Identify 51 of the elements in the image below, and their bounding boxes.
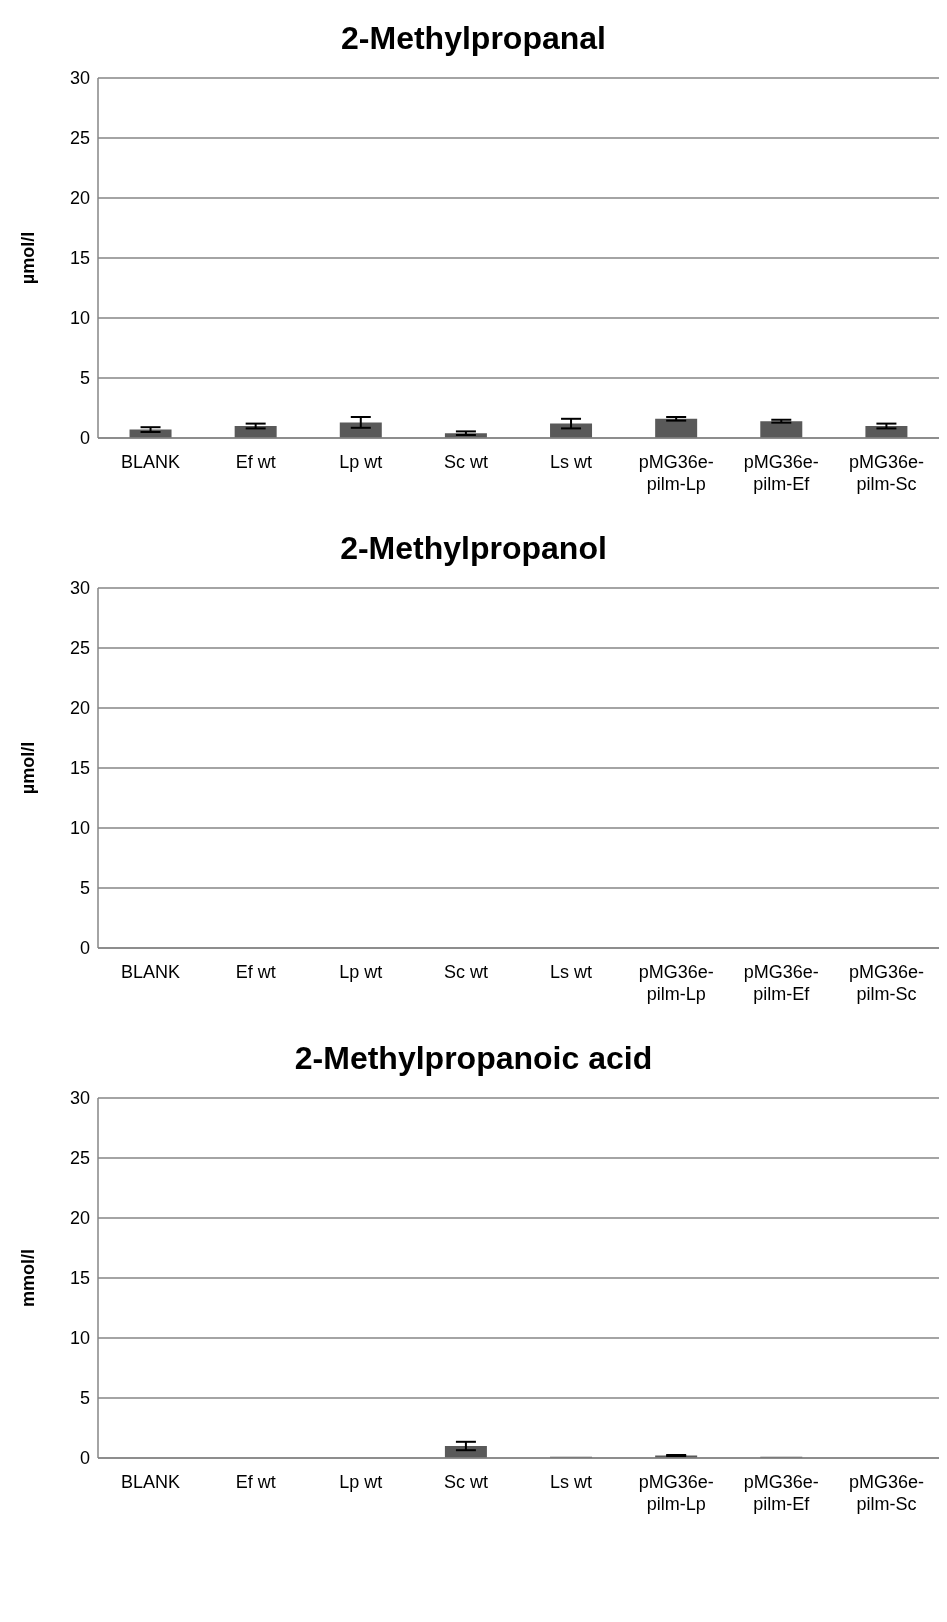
y-tick-label: 10	[69, 1328, 90, 1349]
x-tick-label: Lp wt	[339, 452, 383, 472]
x-tick-label: pMG36e-pilm-Sc	[848, 452, 924, 494]
x-tick-label: Lp wt	[339, 962, 383, 982]
y-tick-label: 0	[79, 938, 90, 959]
y-tick-label: 20	[69, 698, 90, 719]
x-tick-label: Ls wt	[550, 1472, 593, 1492]
x-tick-label: Ls wt	[550, 962, 593, 982]
x-tick-label: Ls wt	[550, 452, 593, 472]
y-tick-label: 5	[79, 1388, 90, 1409]
y-tick-label: 30	[69, 1088, 90, 1109]
y-axis-title: mmol/l	[18, 1248, 39, 1308]
y-axis-title: µmol/l	[18, 231, 39, 285]
x-tick-label: Ef wt	[235, 1472, 276, 1492]
y-axis-title: µmol/l	[18, 741, 39, 795]
x-tick-label: Lp wt	[339, 1472, 383, 1492]
y-tick-label: 25	[69, 638, 90, 659]
y-tick-label: 15	[69, 758, 90, 779]
x-tick-label: BLANK	[121, 962, 181, 982]
x-tick-label: pMG36e-pilm-Lp	[638, 1472, 714, 1514]
x-tick-label: pMG36e-pilm-Sc	[848, 1472, 924, 1514]
x-tick-label: pMG36e-pilm-Ef	[743, 962, 819, 1004]
y-tick-label: 30	[69, 578, 90, 599]
x-tick-label: Sc wt	[443, 1472, 488, 1492]
chart-title: 2-Methylpropanol	[339, 529, 608, 568]
y-tick-label: 15	[69, 248, 90, 269]
y-tick-label: 20	[69, 1208, 90, 1229]
x-tick-label: pMG36e-pilm-Ef	[743, 1472, 819, 1514]
y-tick-label: 25	[69, 1148, 90, 1169]
x-tick-label: BLANK	[121, 1472, 181, 1492]
x-tick-label: pMG36e-pilm-Ef	[743, 452, 819, 494]
x-tick-label: BLANK	[121, 452, 181, 472]
chart-title: 2-Methylpropanal	[340, 19, 607, 58]
x-tick-label: Sc wt	[443, 962, 488, 982]
y-tick-label: 5	[79, 368, 90, 389]
y-tick-label: 0	[79, 1448, 90, 1469]
x-tick-label: pMG36e-pilm-Sc	[848, 962, 924, 1004]
y-tick-label: 15	[69, 1268, 90, 1289]
x-tick-label: pMG36e-pilm-Lp	[638, 452, 714, 494]
y-tick-label: 20	[69, 188, 90, 209]
y-tick-label: 30	[69, 68, 90, 89]
y-tick-label: 0	[79, 428, 90, 449]
y-tick-label: 5	[79, 878, 90, 899]
y-tick-label: 25	[69, 128, 90, 149]
y-tick-label: 10	[69, 308, 90, 329]
x-tick-label: Ef wt	[235, 452, 276, 472]
chart-title: 2-Methylpropanoic acid	[293, 1039, 654, 1078]
x-tick-label: pMG36e-pilm-Lp	[638, 962, 714, 1004]
x-tick-label: Sc wt	[443, 452, 488, 472]
x-tick-label: Ef wt	[235, 962, 276, 982]
y-tick-label: 10	[69, 818, 90, 839]
